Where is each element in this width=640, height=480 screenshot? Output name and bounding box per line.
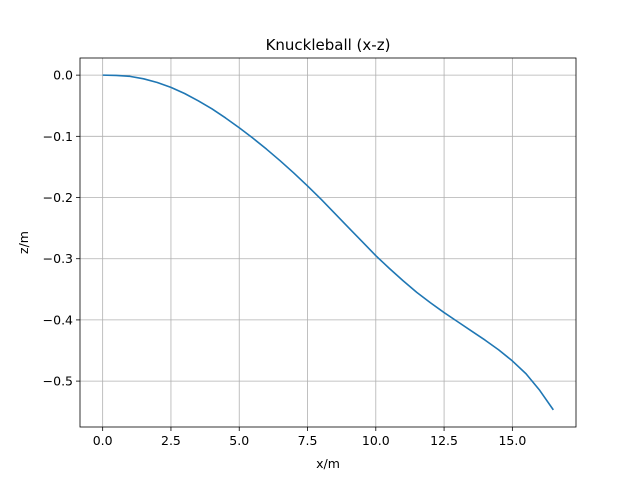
y-tick-label: 0.0 <box>53 68 73 83</box>
y-tick-label: −0.1 <box>43 129 73 144</box>
plot-layer <box>102 74 554 411</box>
y-tick-label: −0.4 <box>43 312 73 327</box>
x-tick-label: 0.0 <box>93 433 113 448</box>
grid-layer <box>80 58 576 427</box>
y-tick-label: −0.2 <box>43 190 73 205</box>
plot-frame <box>79 57 577 428</box>
x-tick-label: 5.0 <box>229 433 249 448</box>
y-tick-label: −0.5 <box>43 374 73 389</box>
x-tick-label: 10.0 <box>362 433 390 448</box>
tick-layer: 0.0 2.5 5.0 7.5 10.0 12.5 15.0 0.0 −0.1 −0.2 −0.3 −… <box>43 68 527 448</box>
y-axis-label: z/m <box>16 231 31 254</box>
y-tick-label: −0.3 <box>43 251 73 266</box>
x-tick-label: 15.0 <box>498 433 526 448</box>
x-axis-label: x/m <box>316 456 340 471</box>
x-tick-label: 12.5 <box>430 433 458 448</box>
x-tick-label: 2.5 <box>161 433 181 448</box>
series-line <box>102 74 554 411</box>
chart-title: Knuckleball (x-z) <box>266 36 391 54</box>
x-tick-label: 7.5 <box>298 433 318 448</box>
